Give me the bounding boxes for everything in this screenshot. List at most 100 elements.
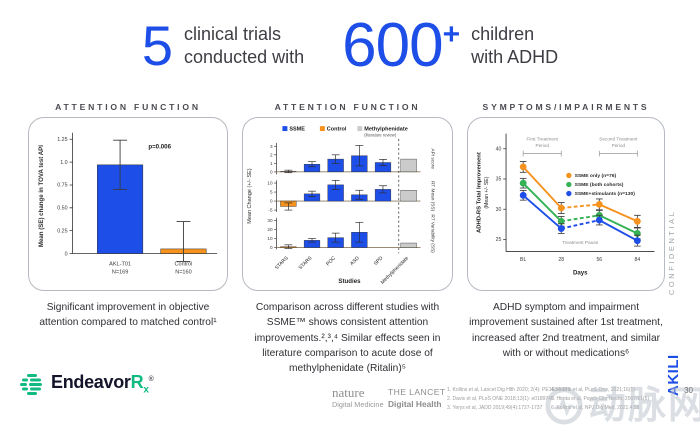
stat-children-line1: children xyxy=(471,23,535,44)
svg-text:API score: API score xyxy=(429,148,435,169)
header: 5 clinical trials conducted with 600 + c… xyxy=(0,11,700,80)
svg-text:Control: Control xyxy=(175,261,193,267)
chart-card: SSME Control Methylphenidate (literature re… xyxy=(242,117,453,291)
svg-text:Mean Change (+/- SE): Mean Change (+/- SE) xyxy=(247,168,253,224)
nature-subtitle: Digital Medicine xyxy=(332,400,384,409)
svg-text:RT Mean (SS): RT Mean (SS) xyxy=(429,181,435,211)
brand-name: Endeavor xyxy=(51,372,131,393)
lancet-wordmark: THE LANCET xyxy=(388,387,446,397)
svg-text:AKL-T01: AKL-T01 xyxy=(109,261,131,267)
chart-card: 25 30 35 40 BL 28 56 84 Days ADHD-RS Total Improv… xyxy=(467,117,665,291)
svg-text:SSME (both cohorts): SSME (both cohorts) xyxy=(575,182,624,188)
panel-symptoms: SYMPTOMS/IMPAIRMENTS 25 30 35 40 BL 28 56 84 Day… xyxy=(467,102,665,376)
svg-text:Period: Period xyxy=(612,143,626,148)
svg-text:0: 0 xyxy=(270,199,273,204)
svg-text:BL: BL xyxy=(520,257,526,263)
citations-column-2: 4. Kollins et al, PLoS One, 2021;16(1) 5… xyxy=(551,386,649,412)
svg-text:28: 28 xyxy=(558,257,564,263)
akili-wordmark: AKILI xyxy=(665,354,682,396)
stat-children-number: 600 + xyxy=(342,11,461,80)
svg-text:-5: -5 xyxy=(268,208,273,213)
adhd-rs-line-chart: 25 30 35 40 BL 28 56 84 Days ADHD-RS Total Improv… xyxy=(476,133,655,276)
panel-caption: Significant improvement in objective att… xyxy=(39,302,217,329)
svg-text:RT Variability (SS): RT Variability (SS) xyxy=(429,214,435,253)
lancet-subtitle: Digital Health xyxy=(388,398,442,409)
stat-children-value: 600 xyxy=(342,11,443,80)
svg-text:0: 0 xyxy=(270,245,273,250)
svg-text:Days: Days xyxy=(573,269,588,276)
svg-text:Studies: Studies xyxy=(338,278,361,285)
svg-text:20: 20 xyxy=(267,227,273,232)
svg-text:25: 25 xyxy=(496,237,502,243)
citation: 2. Davis et al, PLoS ONE 2018;13(1): e01… xyxy=(447,395,554,402)
svg-text:0: 0 xyxy=(65,251,68,257)
svg-text:ASD: ASD xyxy=(349,255,361,267)
plus-sign: + xyxy=(442,18,461,51)
panel-attention-studies: ATTENTION FUNCTION SSME Control Methylphen… xyxy=(242,102,453,376)
studies-comparison-chart: SSME Control Methylphenidate(literature re… xyxy=(247,126,435,286)
svg-text:Methylphenidate: Methylphenidate xyxy=(380,255,410,285)
svg-text:56: 56 xyxy=(596,257,602,263)
svg-text:10: 10 xyxy=(267,236,273,241)
svg-text:30: 30 xyxy=(496,207,502,213)
citation: 6. Kollins et al, NPJ Dig Med, 2021;4:58 xyxy=(551,404,640,411)
panel-title: SYMPTOMS/IMPAIRMENTS xyxy=(482,102,650,112)
svg-text:1.0: 1.0 xyxy=(60,160,67,166)
svg-text:p=0.006: p=0.006 xyxy=(148,144,171,151)
brand-rx-sub: x xyxy=(143,384,149,396)
svg-text:SSME: SSME xyxy=(289,127,305,133)
svg-text:3: 3 xyxy=(270,144,273,149)
svg-text:0.75: 0.75 xyxy=(57,183,67,189)
brand-rx: R xyxy=(130,372,144,393)
endeavorrx-logo: EndeavorRx® xyxy=(20,372,154,396)
stat-children-label: children with ADHD xyxy=(471,23,558,70)
panel-row: ATTENTION FUNCTION 0 0.25 0.50 0.75 1.0 1.25 A… xyxy=(28,102,665,376)
stat-trials-label: clinical trials conducted with xyxy=(184,23,304,70)
panel-title: ATTENTION FUNCTION xyxy=(55,102,201,112)
svg-text:0: 0 xyxy=(270,169,273,174)
svg-text:SSME+stimulants (n=130): SSME+stimulants (n=130) xyxy=(575,191,636,197)
svg-text:STARS: STARS xyxy=(298,255,314,271)
svg-text:5: 5 xyxy=(270,190,273,195)
journal-nature: nature Digital Medicine xyxy=(332,386,384,409)
svg-text:(literature review): (literature review) xyxy=(364,132,396,137)
svg-text:SSME only (n=76): SSME only (n=76) xyxy=(575,173,617,179)
citation: 1. Kollins et al, Lancet Dig Hlth 2020; … xyxy=(447,387,571,393)
svg-text:40: 40 xyxy=(496,146,502,152)
svg-text:SPD: SPD xyxy=(373,255,385,267)
stat-trials-line2: conducted with xyxy=(184,46,305,67)
confidential-label: CONFIDENTIAL xyxy=(667,209,676,295)
svg-text:10: 10 xyxy=(267,181,273,186)
chart-card: 0 0.25 0.50 0.75 1.0 1.25 AKL-T01 N=169 Control N… xyxy=(28,117,228,291)
journal-lancet: THE LANCET Digital Health xyxy=(388,388,445,409)
citation: 3. Yerys et al, JADD 2019;49(4):1727-173… xyxy=(447,404,543,411)
citation: 4. Kollins et al, PLoS One, 2021;16(1) xyxy=(551,387,635,393)
svg-text:Second Treatment: Second Treatment xyxy=(599,137,638,142)
panel-title: ATTENTION FUNCTION xyxy=(274,102,421,112)
svg-text:(Mean +/- SE): (Mean +/- SE) xyxy=(484,176,490,208)
svg-text:0.25: 0.25 xyxy=(57,228,67,234)
svg-text:POC: POC xyxy=(325,255,337,267)
svg-text:Methylphenidate: Methylphenidate xyxy=(364,127,408,133)
svg-text:ADHD-RS Total Improvement: ADHD-RS Total Improvement xyxy=(476,152,482,233)
svg-text:STARS: STARS xyxy=(274,255,290,271)
citation: 5. Hirota et al, Psych Clin Neuro, 2007;… xyxy=(551,395,650,402)
svg-text:Mean (SE) change in TOVA test: Mean (SE) change in TOVA test API xyxy=(38,145,45,247)
svg-text:84: 84 xyxy=(635,257,641,263)
panel-caption: ADHD symptom and impairment improvement … xyxy=(469,302,663,359)
panel-caption: Comparison across different studies with… xyxy=(254,302,441,375)
svg-text:Treatment Pause: Treatment Pause xyxy=(562,240,599,246)
svg-text:1.25: 1.25 xyxy=(57,137,67,143)
svg-text:0.50: 0.50 xyxy=(57,206,67,212)
stat-trials-line1: clinical trials xyxy=(184,23,282,44)
endeavorrx-icon xyxy=(20,374,42,395)
citations-column-1: 1. Kollins et al, Lancet Dig Hlth 2020; … xyxy=(447,386,570,412)
stat-children-line2: with ADHD xyxy=(471,46,559,67)
svg-text:Period: Period xyxy=(535,143,549,148)
svg-text:30: 30 xyxy=(267,218,273,223)
svg-text:Control: Control xyxy=(327,127,347,133)
endeavorrx-wordmark: EndeavorRx® xyxy=(51,372,154,396)
svg-text:First Treatment: First Treatment xyxy=(527,137,559,142)
svg-text:1: 1 xyxy=(270,161,273,166)
